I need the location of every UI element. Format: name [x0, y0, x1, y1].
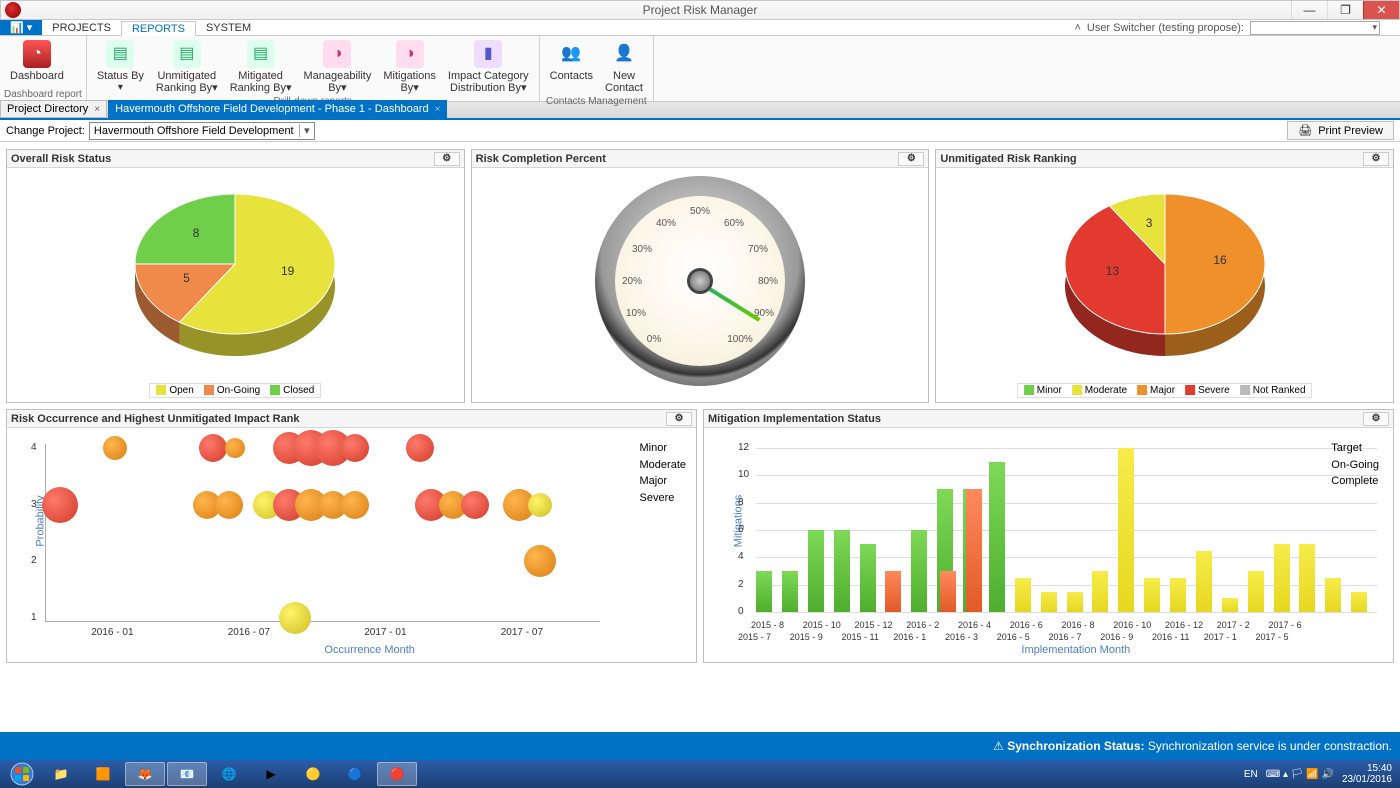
bar-icon: ▮ [474, 40, 502, 68]
close-button[interactable]: ✕ [1363, 1, 1399, 19]
contacts-button[interactable]: 👥 Contacts [544, 38, 599, 96]
pie-chart: 1958 [85, 174, 385, 374]
status-bar: ⚠ Synchronization Status: Synchronizatio… [0, 732, 1400, 760]
panel-mitigation-status: Mitigation Implementation Status⚙ Mitiga… [703, 409, 1394, 663]
tab-system[interactable]: SYSTEM [196, 20, 261, 35]
explorer-icon[interactable]: 📁 [41, 762, 81, 786]
ribbon-tabs: 📊 ▾ PROJECTS REPORTS SYSTEM ˄ User Switc… [0, 20, 1400, 36]
ribbon: ◔ Dashboard Dashboard report ▤ Status By… [0, 36, 1400, 102]
start-button[interactable] [4, 761, 40, 787]
maximize-button[interactable]: ❐ [1327, 1, 1363, 19]
user-switcher-label: User Switcher (testing propose): [1087, 22, 1244, 34]
minimize-button[interactable]: — [1291, 1, 1327, 19]
dashboard-button[interactable]: ◔ Dashboard [4, 38, 70, 89]
user-switcher-combo[interactable] [1250, 21, 1380, 35]
sub-toolbar: Change Project: Havermouth Offshore Fiel… [0, 120, 1400, 142]
user-switcher: ˄ User Switcher (testing propose): [1074, 21, 1380, 35]
tab-reports[interactable]: REPORTS [121, 21, 196, 36]
dashboard: Overall Risk Status⚙ 1958 OpenOn-GoingCl… [0, 143, 1400, 732]
panel-risk-completion: Risk Completion Percent⚙ 50%40%60%30%70%… [471, 149, 930, 403]
media-player-icon[interactable]: 🟧 [83, 762, 123, 786]
app-icon [5, 2, 21, 18]
manageability-button[interactable]: ◑ Manageability By▾ [297, 38, 377, 96]
new-contact-button[interactable]: 👤 New Contact [599, 38, 649, 96]
legend: OpenOn-GoingClosed [149, 383, 321, 398]
firefox-icon[interactable]: 🦊 [125, 762, 165, 786]
impact-category-button[interactable]: ▮ Impact Category Distribution By▾ [442, 38, 535, 96]
chevron-up-icon[interactable]: ˄ [1074, 22, 1080, 34]
dashboard-icon: ◔ [23, 40, 51, 68]
close-icon[interactable]: × [94, 104, 100, 115]
bar-chart: Mitigations Implementation Month 0246810… [710, 434, 1387, 656]
unmitigated-ranking-button[interactable]: ▤ Unmitigated Ranking By▾ [150, 38, 224, 96]
chrome-icon[interactable]: 🟡 [293, 762, 333, 786]
document-tabs: Project Directory× Havermouth Offshore F… [0, 102, 1400, 120]
close-icon[interactable]: × [435, 104, 441, 115]
legend: MinorModerateMajorSevereNot Ranked [1017, 383, 1313, 398]
svg-text:16: 16 [1213, 253, 1227, 267]
group-label: Contacts Management [544, 96, 649, 108]
ie-icon[interactable]: 🌐 [209, 762, 249, 786]
ribbon-group-drilldown: ▤ Status By▾ ▤ Unmitigated Ranking By▾ ▤… [87, 36, 540, 101]
pie-icon: ◑ [323, 40, 351, 68]
gear-icon[interactable]: ⚙ [898, 152, 924, 166]
gear-icon[interactable]: ⚙ [434, 152, 460, 166]
system-tray: EN ⌨ ▴ 🏳 📶 🔊 15:40 23/01/2016 [1244, 763, 1396, 785]
gear-icon[interactable]: ⚙ [666, 412, 692, 426]
mitigations-by-button[interactable]: ◑ Mitigations By▾ [377, 38, 442, 96]
status-by-button[interactable]: ▤ Status By▾ [91, 38, 150, 96]
svg-text:5: 5 [183, 271, 190, 285]
change-project-combo[interactable]: Havermouth Offshore Field Development [89, 122, 315, 140]
list-icon: ▤ [247, 40, 275, 68]
printer-icon: 🖨 [1298, 124, 1312, 137]
language-indicator[interactable]: EN [1244, 769, 1258, 780]
window-title: Project Risk Manager [643, 3, 758, 17]
outlook-icon[interactable]: 📧 [167, 762, 207, 786]
app-icon[interactable]: 🔵 [335, 762, 375, 786]
bubble-chart: Probability Occurrence Month 12342016 - … [13, 434, 690, 656]
gear-icon[interactable]: ⚙ [1363, 412, 1389, 426]
list-icon: ▤ [106, 40, 134, 68]
svg-text:19: 19 [281, 264, 295, 278]
risk-manager-icon[interactable]: 🔴 [377, 762, 417, 786]
tray-icons[interactable]: ⌨ ▴ 🏳 📶 🔊 [1266, 769, 1334, 780]
svg-text:3: 3 [1145, 216, 1152, 230]
pie-icon: ◑ [396, 40, 424, 68]
mitigated-ranking-button[interactable]: ▤ Mitigated Ranking By▾ [224, 38, 298, 96]
panel-risk-occurrence: Risk Occurrence and Highest Unmitigated … [6, 409, 697, 663]
list-icon: ▤ [173, 40, 201, 68]
gauge-chart: 50%40%60%30%70%20%80%10%90%0%100% [595, 176, 805, 386]
tab-projects[interactable]: PROJECTS [42, 20, 121, 35]
change-project-label: Change Project: [6, 125, 85, 137]
person-add-icon: 👤 [610, 40, 638, 68]
taskbar: 📁 🟧 🦊 📧 🌐 ▶ 🟡 🔵 🔴 EN ⌨ ▴ 🏳 📶 🔊 15:40 23/… [0, 760, 1400, 788]
panel-overall-risk-status: Overall Risk Status⚙ 1958 OpenOn-GoingCl… [6, 149, 465, 403]
title-bar: Project Risk Manager — ❐ ✕ [0, 0, 1400, 20]
svg-text:13: 13 [1105, 264, 1119, 278]
tab-dashboard[interactable]: Havermouth Offshore Field Development - … [108, 100, 447, 118]
panel-unmitigated-ranking: Unmitigated Risk Ranking⚙ 16133 MinorMod… [935, 149, 1394, 403]
gear-icon[interactable]: ⚙ [1363, 152, 1389, 166]
ribbon-group-dashboard: ◔ Dashboard Dashboard report [0, 36, 87, 101]
clock[interactable]: 15:40 23/01/2016 [1342, 763, 1392, 785]
tab-project-directory[interactable]: Project Directory× [0, 100, 107, 118]
player-icon[interactable]: ▶ [251, 762, 291, 786]
people-icon: 👥 [557, 40, 585, 68]
pie-chart: 16 13 3 [1015, 174, 1315, 374]
sync-icon: ⚠ [993, 739, 1007, 753]
print-preview-button[interactable]: 🖨 Print Preview [1287, 121, 1394, 140]
svg-text:8: 8 [193, 226, 200, 240]
ribbon-group-contacts: 👥 Contacts 👤 New Contact Contacts Manage… [540, 36, 654, 101]
file-tab[interactable]: 📊 ▾ [0, 20, 42, 35]
